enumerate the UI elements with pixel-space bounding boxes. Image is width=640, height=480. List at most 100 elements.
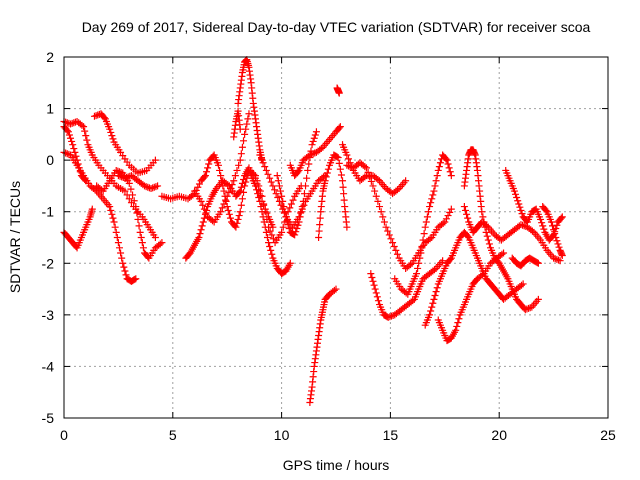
data-point	[120, 263, 128, 271]
data-point	[517, 221, 525, 229]
data-point	[121, 174, 129, 182]
data-point	[311, 131, 319, 139]
data-point	[267, 246, 275, 254]
data-point	[409, 297, 417, 305]
data-point	[298, 203, 306, 211]
data-point	[240, 175, 248, 183]
data-point	[373, 293, 381, 301]
data-point	[144, 183, 152, 191]
data-point	[337, 171, 345, 179]
data-point	[446, 168, 454, 176]
data-point	[158, 239, 166, 247]
data-point	[321, 177, 329, 185]
data-point	[131, 275, 139, 283]
data-point	[550, 226, 558, 234]
data-point	[150, 183, 158, 191]
data-point	[277, 187, 285, 195]
data-point	[281, 208, 289, 216]
data-point	[367, 177, 375, 185]
y-tick-label: -4	[42, 358, 55, 374]
data-point	[295, 218, 303, 226]
data-point	[224, 206, 232, 214]
series-pass-17	[306, 285, 340, 407]
data-point	[152, 183, 160, 191]
data-point	[74, 160, 82, 168]
data-point	[446, 208, 454, 216]
data-point	[528, 227, 536, 235]
data-point	[233, 219, 241, 227]
data-point	[427, 307, 435, 315]
data-point	[257, 155, 265, 163]
data-point	[222, 196, 230, 204]
y-axis-label: SDTVAR / TECUs	[7, 181, 23, 293]
data-point	[339, 183, 347, 191]
data-point	[119, 259, 127, 267]
data-point	[553, 255, 561, 263]
data-point	[76, 168, 84, 176]
data-point	[299, 197, 307, 205]
y-tick-label: -5	[42, 410, 55, 426]
data-point	[387, 312, 395, 320]
data-point	[254, 190, 262, 198]
data-point	[426, 311, 434, 319]
data-point	[68, 119, 76, 127]
data-point	[278, 228, 286, 236]
data-point	[423, 213, 431, 221]
data-point	[323, 169, 331, 177]
data-point	[226, 185, 234, 193]
data-point	[259, 213, 267, 221]
data-point	[291, 231, 299, 239]
data-point	[285, 224, 293, 232]
data-point	[72, 152, 80, 160]
data-point	[316, 214, 324, 222]
data-point	[384, 313, 392, 321]
data-point	[274, 177, 282, 185]
data-point	[427, 199, 435, 207]
data-point	[539, 222, 547, 230]
data-point	[380, 218, 388, 226]
data-point	[420, 230, 428, 238]
series-pass-12	[230, 107, 244, 141]
data-point	[226, 214, 234, 222]
data-point	[260, 218, 268, 226]
data-point	[137, 234, 145, 241]
series-pass-29	[508, 254, 542, 270]
data-point	[266, 243, 274, 251]
data-point	[235, 212, 243, 220]
data-point	[81, 175, 89, 183]
x-tick-label: 25	[600, 427, 616, 443]
data-point	[386, 313, 394, 321]
data-point	[371, 285, 379, 293]
data-point	[233, 166, 241, 174]
data-point	[537, 215, 545, 223]
data-point	[441, 218, 449, 226]
data-point	[235, 161, 243, 169]
data-point	[292, 228, 300, 236]
data-point	[461, 206, 469, 214]
data-point	[236, 208, 244, 216]
data-point	[253, 186, 261, 194]
data-point	[136, 228, 144, 236]
data-point	[332, 285, 340, 293]
data-point	[113, 234, 121, 241]
data-point	[109, 214, 117, 222]
data-point	[279, 197, 287, 205]
data-point	[156, 240, 164, 248]
data-point	[235, 188, 243, 196]
data-point	[442, 215, 450, 223]
data-point	[209, 217, 217, 225]
data-point	[228, 181, 236, 189]
data-point	[369, 182, 377, 190]
data-point	[379, 213, 387, 221]
data-point	[112, 166, 120, 174]
data-point	[138, 239, 146, 247]
data-point	[454, 319, 462, 327]
data-point	[125, 179, 133, 187]
data-point	[554, 256, 562, 264]
data-point	[452, 326, 460, 334]
data-point	[525, 304, 533, 312]
data-point	[118, 254, 126, 262]
data-point	[132, 203, 140, 211]
data-point	[65, 131, 73, 139]
